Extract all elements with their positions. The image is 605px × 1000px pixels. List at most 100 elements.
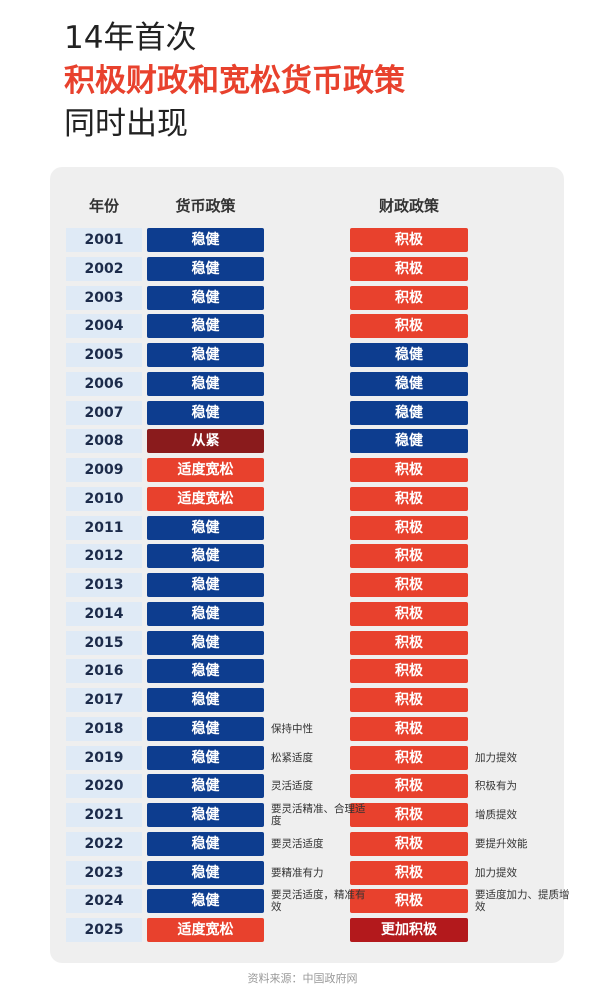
monetary-policy-cell: 适度宽松 [147,486,264,511]
fiscal-policy-cell: 积极 [350,544,468,569]
table-row: 2010 适度宽松 积极 [0,486,605,511]
monetary-policy-cell: 稳健 [147,774,264,799]
fiscal-policy-cell: 积极 [350,601,468,626]
table-row: 2015 稳健 积极 [0,630,605,655]
monetary-policy-cell: 稳健 [147,544,264,569]
fiscal-policy-cell: 稳健 [350,429,468,454]
fiscal-policy-cell: 积极 [350,515,468,540]
fiscal-policy-cell: 积极 [350,486,468,511]
table-row: 2021 稳健 积极 要灵活精准、合理适度 增质提效 [0,803,605,827]
year-cell: 2025 [66,918,142,942]
monetary-policy-cell: 稳健 [147,400,264,425]
fiscal-policy-cell: 积极 [350,659,468,684]
year-cell: 2003 [66,285,142,310]
table-row: 2017 稳健 积极 [0,688,605,712]
fiscal-policy-cell: 积极 [350,630,468,655]
year-cell: 2007 [66,400,142,425]
table-row: 2019 稳健 积极 松紧适度 加力提效 [0,745,605,770]
table-row: 2016 稳健 积极 [0,659,605,684]
fiscal-policy-cell: 积极 [350,285,468,310]
page-title-line-3: 同时出现 [64,106,188,142]
monetary-policy-note: 要灵活适度，精准有效 [271,889,366,914]
monetary-policy-cell: 适度宽松 [147,458,264,482]
table-row: 2020 稳健 积极 灵活适度 积极有为 [0,774,605,799]
table-row: 2008 从紧 稳健 [0,429,605,454]
page-title-line-1: 14年首次 [64,20,197,56]
monetary-policy-cell: 适度宽松 [147,918,264,942]
monetary-policy-cell: 稳健 [147,716,264,741]
fiscal-policy-note: 积极有为 [475,780,517,793]
fiscal-policy-cell: 积极 [350,803,468,827]
monetary-policy-note: 要灵活适度 [271,837,324,850]
monetary-policy-cell: 稳健 [147,314,264,339]
year-cell: 2001 [66,228,142,252]
year-cell: 2011 [66,515,142,540]
monetary-column-header: 货币政策 [175,197,236,215]
year-cell: 2016 [66,659,142,684]
monetary-policy-cell: 稳健 [147,228,264,252]
table-row: 2024 稳健 积极 要灵活适度，精准有效 要适度加力、提质增效 [0,889,605,914]
table-row: 2007 稳健 稳健 [0,400,605,425]
monetary-policy-cell: 稳健 [147,889,264,914]
table-row: 2013 稳健 积极 [0,573,605,597]
monetary-policy-cell: 从紧 [147,429,264,454]
page-title-highlight: 积极财政和宽松货币政策 [64,63,405,99]
monetary-policy-cell: 稳健 [147,659,264,684]
fiscal-policy-cell: 积极 [350,745,468,770]
year-cell: 2019 [66,745,142,770]
monetary-policy-cell: 稳健 [147,573,264,597]
table-row: 2011 稳健 积极 [0,515,605,540]
table-row: 2012 稳健 积极 [0,544,605,569]
table-row: 2023 稳健 积极 要精准有力 加力提效 [0,860,605,885]
year-cell: 2012 [66,544,142,569]
table-row: 2005 稳健 稳健 [0,343,605,367]
fiscal-policy-cell: 积极 [350,831,468,856]
monetary-policy-note: 灵活适度 [271,780,313,793]
year-cell: 2022 [66,831,142,856]
fiscal-policy-cell: 积极 [350,314,468,339]
year-cell: 2009 [66,458,142,482]
source-note: 资料来源：中国政府网 [247,972,358,985]
monetary-policy-cell: 稳健 [147,601,264,626]
table-row: 2014 稳健 积极 [0,601,605,626]
year-cell: 2008 [66,429,142,454]
monetary-policy-note: 要灵活精准、合理适度 [271,803,366,827]
fiscal-policy-note: 要适度加力、提质增效 [475,889,570,914]
table-row: 2002 稳健 积极 [0,256,605,281]
year-cell: 2023 [66,860,142,885]
monetary-policy-cell: 稳健 [147,803,264,827]
fiscal-policy-cell: 积极 [350,716,468,741]
monetary-policy-cell: 稳健 [147,831,264,856]
fiscal-policy-cell: 积极 [350,889,468,914]
fiscal-policy-cell: 积极 [350,228,468,252]
table-row: 2025 适度宽松 更加积极 [0,918,605,942]
year-column-header: 年份 [88,197,119,215]
fiscal-policy-cell: 稳健 [350,371,468,396]
table-row: 2018 稳健 积极 保持中性 [0,716,605,741]
year-cell: 2002 [66,256,142,281]
monetary-policy-cell: 稳健 [147,515,264,540]
year-cell: 2014 [66,601,142,626]
fiscal-policy-cell: 积极 [350,458,468,482]
monetary-policy-cell: 稳健 [147,860,264,885]
year-cell: 2010 [66,486,142,511]
fiscal-policy-note: 要提升效能 [475,837,528,850]
monetary-policy-cell: 稳健 [147,343,264,367]
monetary-policy-note: 松紧适度 [271,751,313,764]
monetary-policy-cell: 稳健 [147,256,264,281]
fiscal-policy-cell: 积极 [350,774,468,799]
fiscal-policy-cell: 稳健 [350,343,468,367]
fiscal-policy-cell: 积极 [350,688,468,712]
fiscal-policy-cell: 积极 [350,256,468,281]
fiscal-policy-cell: 更加积极 [350,918,468,942]
fiscal-policy-note: 增质提效 [475,809,517,821]
table-row: 2001 稳健 积极 [0,228,605,252]
fiscal-policy-cell: 稳健 [350,400,468,425]
year-cell: 2013 [66,573,142,597]
fiscal-policy-cell: 积极 [350,860,468,885]
year-cell: 2005 [66,343,142,367]
year-cell: 2004 [66,314,142,339]
table-row: 2003 稳健 积极 [0,285,605,310]
monetary-policy-cell: 稳健 [147,688,264,712]
